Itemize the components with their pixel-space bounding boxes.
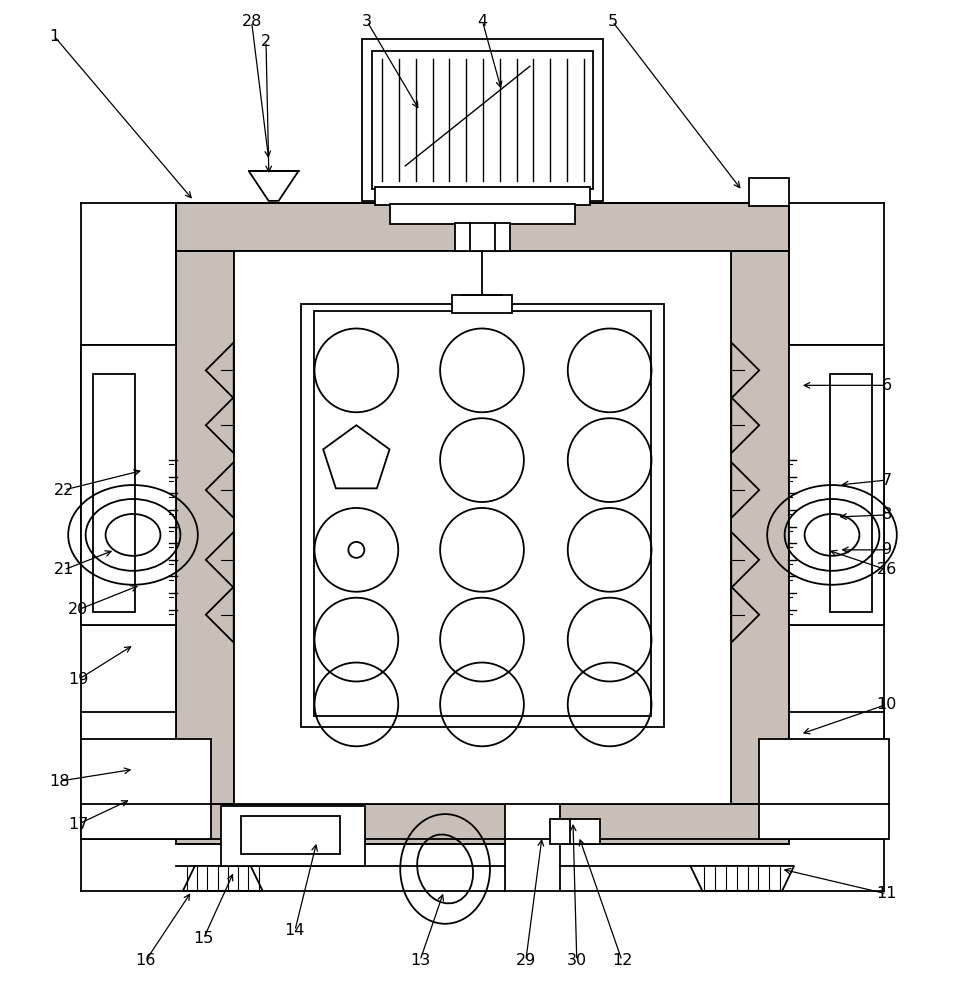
Text: 3: 3 (362, 14, 372, 29)
Text: 4: 4 (478, 14, 487, 29)
Text: 12: 12 (612, 953, 632, 968)
Bar (390, 204, 575, 224)
Bar (234, 251, 731, 804)
Bar (176, 251, 234, 804)
Text: 2: 2 (261, 34, 271, 49)
Text: 14: 14 (285, 923, 305, 938)
Bar (372, 51, 593, 189)
Polygon shape (182, 866, 262, 891)
Text: 6: 6 (882, 378, 892, 393)
Text: 21: 21 (54, 562, 74, 577)
Bar (789, 712, 884, 804)
Bar (452, 295, 511, 313)
Bar (789, 345, 884, 625)
Text: 13: 13 (410, 953, 430, 968)
Bar (731, 251, 789, 804)
Text: 22: 22 (54, 483, 74, 498)
Bar (749, 178, 789, 206)
Bar (560, 804, 789, 844)
Bar (759, 739, 889, 839)
Bar (550, 819, 599, 844)
Bar (300, 304, 665, 727)
Text: 9: 9 (882, 542, 892, 557)
Text: 10: 10 (876, 697, 896, 712)
Text: 5: 5 (607, 14, 618, 29)
Text: 26: 26 (876, 562, 896, 577)
Bar (315, 311, 650, 716)
Text: 18: 18 (49, 774, 69, 789)
Bar (362, 39, 603, 201)
Bar (176, 203, 789, 251)
Bar (81, 345, 176, 625)
Bar (455, 223, 510, 251)
Bar (176, 804, 505, 844)
Bar (81, 739, 210, 839)
Text: 19: 19 (69, 672, 89, 687)
Bar (221, 806, 366, 866)
Text: 28: 28 (241, 14, 262, 29)
Text: 30: 30 (566, 953, 587, 968)
Bar (375, 187, 590, 205)
Polygon shape (690, 866, 794, 891)
Text: 15: 15 (193, 931, 213, 946)
Text: 20: 20 (69, 602, 89, 617)
Text: 1: 1 (49, 29, 60, 44)
Text: 11: 11 (876, 886, 896, 901)
Text: 16: 16 (135, 953, 156, 968)
Bar (240, 816, 341, 854)
Text: 8: 8 (881, 507, 892, 522)
Bar (94, 374, 135, 612)
Text: 7: 7 (882, 473, 892, 488)
Bar (830, 374, 871, 612)
Text: 29: 29 (515, 953, 536, 968)
Text: 17: 17 (69, 817, 89, 832)
Bar (81, 712, 176, 804)
